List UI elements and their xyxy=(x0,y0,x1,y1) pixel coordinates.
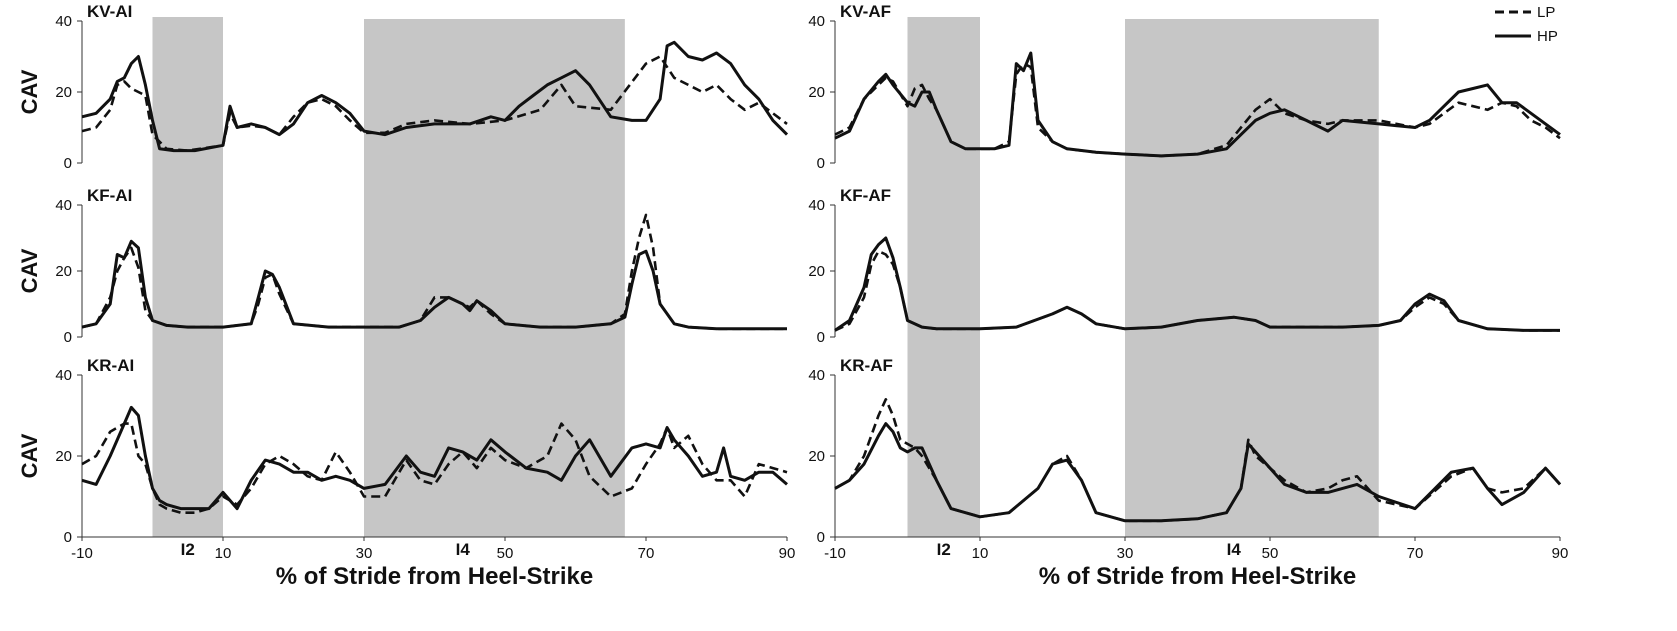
x-tick-label: 90 xyxy=(779,545,796,562)
x-tick-label: 70 xyxy=(638,545,655,562)
panel-kf-af: 0 20 40 KF-AF xyxy=(808,186,1560,346)
y-tick-label: 0 xyxy=(817,329,825,346)
shaded-interval xyxy=(152,17,223,537)
x-tick-label: 10 xyxy=(972,545,989,562)
y-axis-label: CAV xyxy=(17,69,42,114)
y-tick-label: 40 xyxy=(808,197,825,214)
panel-kr-af: 0 20 40 KR-AF xyxy=(808,356,1562,546)
panel-title: KR-AI xyxy=(87,356,134,375)
series-hp-line xyxy=(81,239,787,331)
panel-kr-ai: 0 20 40 CAV KR-AI xyxy=(17,356,788,546)
y-tick-label: 20 xyxy=(55,448,72,465)
x-tick-label: 50 xyxy=(1262,545,1279,562)
x-tick-label: 50 xyxy=(497,545,514,562)
series-hp-line xyxy=(834,236,1560,332)
y-tick-label: 40 xyxy=(55,367,72,384)
shaded-interval xyxy=(1125,19,1379,537)
series-hp-line xyxy=(834,422,1562,523)
y-tick-label: 40 xyxy=(55,197,72,214)
y-tick-label: 40 xyxy=(808,367,825,384)
y-tick-label: 0 xyxy=(64,529,72,546)
x-tick-label: -10 xyxy=(824,545,846,562)
x-tick-label: 90 xyxy=(1552,545,1569,562)
y-tick-label: 20 xyxy=(808,84,825,101)
y-tick-label: 40 xyxy=(808,13,825,30)
x-tick-label: 70 xyxy=(1407,545,1424,562)
legend: LP HP xyxy=(1495,4,1558,45)
y-tick-label: 20 xyxy=(55,263,72,280)
interval-label-i4: I4 xyxy=(1227,540,1242,559)
x-axis-label: % of Stride from Heel-Strike xyxy=(276,563,593,590)
y-axis-label: CAV xyxy=(17,433,42,478)
series-lp-line xyxy=(81,213,787,331)
series-lp-line xyxy=(81,55,788,152)
series-hp-line xyxy=(81,40,789,153)
legend-label-lp: LP xyxy=(1537,4,1555,21)
shaded-interval xyxy=(907,17,980,537)
panel-title: KV-AI xyxy=(87,2,132,21)
y-tick-label: 0 xyxy=(817,155,825,172)
series-hp-line xyxy=(81,405,788,511)
panel-kv-ai: 0 20 40 CAV KV-AI xyxy=(17,2,789,172)
y-tick-label: 0 xyxy=(817,529,825,546)
y-tick-label: 20 xyxy=(55,84,72,101)
y-tick-label: 20 xyxy=(808,448,825,465)
x-tick-label: 30 xyxy=(1117,545,1134,562)
interval-label-i2: I2 xyxy=(181,540,195,559)
x-tick-label: 30 xyxy=(356,545,373,562)
panel-title: KF-AI xyxy=(87,186,132,205)
panel-title: KV-AF xyxy=(840,2,891,21)
panel-kv-af: 0 20 40 KV-AF xyxy=(808,2,1561,172)
interval-label-i4: I4 xyxy=(456,540,471,559)
legend-label-hp: HP xyxy=(1537,28,1558,45)
series-lp-line xyxy=(81,422,788,514)
interval-label-i2: I2 xyxy=(937,540,951,559)
y-tick-label: 20 xyxy=(808,263,825,280)
panels-layer: 0 20 40 CAV KV-AI 0 20 40 KV-AF 0 20 40 CAV KF-AI 0 20 4… xyxy=(17,2,1562,546)
series-hp-line xyxy=(834,51,1561,158)
y-tick-label: 0 xyxy=(64,155,72,172)
x-tick-label: 10 xyxy=(215,545,232,562)
y-axis-label: CAV xyxy=(17,248,42,293)
x-axis-layer: -10 10 30 50 70 90 I2 I4 % of Stride from Heel-S… xyxy=(71,536,1569,590)
panel-kf-ai: 0 20 40 CAV KF-AI xyxy=(17,186,787,346)
y-tick-label: 40 xyxy=(55,13,72,30)
x-axis-label: % of Stride from Heel-Strike xyxy=(1039,563,1356,590)
panel-title: KF-AF xyxy=(840,186,891,205)
y-tick-label: 0 xyxy=(64,329,72,346)
panel-title: KR-AF xyxy=(840,356,893,375)
x-tick-label: -10 xyxy=(71,545,93,562)
